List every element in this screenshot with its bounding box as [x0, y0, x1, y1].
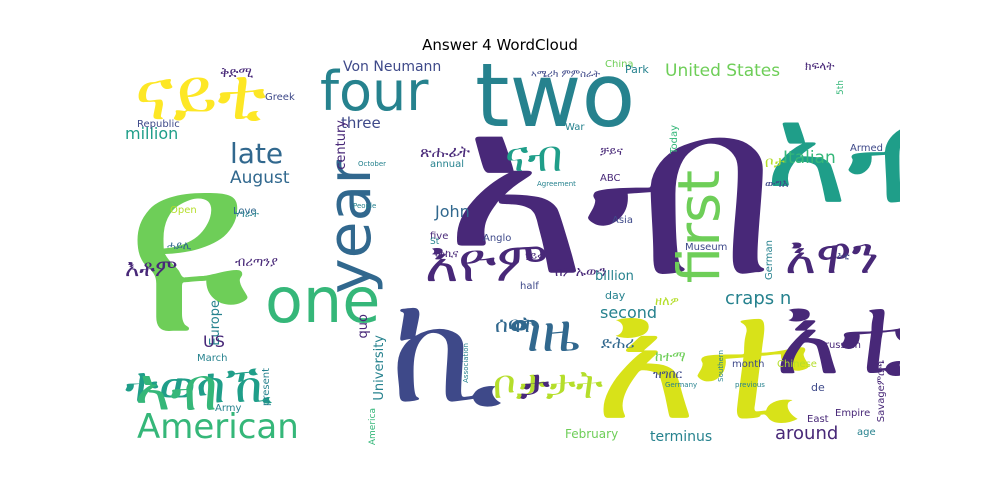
word: ሰባት — [495, 313, 536, 338]
word: Association — [462, 343, 470, 383]
word: two — [475, 60, 636, 147]
word: Today — [669, 125, 680, 154]
word: day — [605, 289, 626, 302]
word: March — [197, 353, 228, 364]
word: ኣብ — [135, 355, 218, 425]
word: de — [811, 381, 825, 394]
word: four — [320, 60, 429, 123]
word: American — [137, 407, 299, 445]
word: Germany — [665, 381, 698, 389]
word: ናብ — [505, 131, 563, 182]
word: around — [775, 423, 839, 444]
word: annual — [430, 159, 465, 170]
word: present — [261, 368, 272, 407]
word: ክፍላት — [805, 60, 835, 73]
word: billion — [595, 269, 634, 284]
word-cloud: ኣብ ዩ እቲ two ናይቲ four year one ኪ first ኣብ… — [125, 60, 900, 445]
word: East — [807, 414, 829, 425]
word: German — [764, 240, 775, 281]
word: terminus — [650, 429, 713, 445]
word: Open — [170, 205, 197, 216]
word: John — [435, 202, 470, 221]
word: ግዜ — [510, 300, 580, 364]
word: ውግእ — [765, 177, 789, 190]
word: America — [368, 408, 378, 445]
word: one — [265, 264, 381, 337]
figure-title: Answer 4 WordCloud — [422, 36, 578, 54]
word: five — [430, 231, 449, 242]
word: Italian — [783, 148, 836, 168]
word: Army — [215, 403, 242, 414]
word: ከምኡውን — [555, 264, 607, 280]
word: እቶም — [125, 254, 178, 282]
word: War — [565, 122, 585, 133]
word: ሃገራት — [235, 209, 259, 220]
word: ናይቲ — [135, 60, 267, 136]
word: ቦታ — [765, 153, 785, 171]
word: February — [565, 427, 619, 441]
word: Anglo — [483, 233, 512, 244]
word: ታ — [520, 362, 550, 408]
word: second — [600, 303, 658, 322]
word: million — [125, 124, 179, 143]
word: August — [230, 168, 290, 188]
word: three — [341, 114, 381, 132]
word: Savageምርጫ — [876, 360, 887, 423]
word: Southern — [717, 350, 725, 382]
word: century — [334, 120, 349, 170]
word: ጽሑፊት — [420, 142, 470, 161]
word: late — [230, 137, 284, 170]
word: እቲ — [837, 251, 850, 262]
word: previous — [735, 381, 765, 389]
word: ኣብ — [765, 73, 900, 236]
word: Chinese — [777, 359, 817, 370]
word: ኪ — [390, 263, 503, 437]
word: People — [353, 202, 377, 210]
word: Empire — [835, 408, 871, 419]
word: ዩ — [125, 99, 250, 390]
word: St — [430, 237, 440, 247]
word: 5th — [836, 80, 846, 95]
word: US — [203, 332, 225, 351]
word: craps n — [725, 288, 792, 309]
word: ብሪጣንያ — [235, 255, 278, 270]
word: Republic — [137, 119, 180, 130]
word: Asia — [612, 215, 633, 226]
word: October — [358, 160, 387, 168]
word: እዮም — [425, 230, 549, 295]
word: እዋን — [785, 226, 879, 286]
word: ABC — [600, 173, 621, 184]
word: half — [520, 281, 539, 292]
word: ዘለዎ — [655, 294, 679, 309]
word: እቲ — [595, 261, 811, 445]
word: መኪና — [435, 247, 459, 260]
word: quo — [356, 314, 371, 339]
word: month — [732, 359, 765, 370]
word: Prussian — [819, 340, 861, 351]
word: ድሕሪ — [601, 333, 635, 352]
word: China — [605, 60, 634, 70]
word: ቻይና — [600, 144, 623, 158]
word: ዝግበር — [653, 367, 683, 381]
word: Museum — [685, 242, 728, 253]
word: University — [372, 335, 387, 401]
word: ከተማ — [655, 349, 686, 365]
word: ቅድሚ — [220, 65, 254, 81]
word: United States — [665, 61, 781, 81]
word: ነይሩ — [525, 249, 544, 263]
word: Armed — [850, 143, 884, 154]
word: age — [857, 427, 876, 438]
word: ተወሳኺ — [125, 356, 273, 414]
word: ቦታታት — [493, 362, 603, 408]
word: Von Neumann — [343, 60, 442, 75]
word: Love — [233, 206, 257, 217]
word: Greek — [265, 92, 295, 103]
word: Park — [625, 63, 649, 76]
word: first — [665, 170, 733, 284]
word: እቲ — [775, 271, 900, 399]
word: ኣብ — [445, 60, 777, 330]
word: Agreement — [537, 180, 576, 188]
word: ሓይሊ — [167, 239, 192, 252]
word: ኣሜሪካ ምምስራት — [531, 69, 600, 80]
